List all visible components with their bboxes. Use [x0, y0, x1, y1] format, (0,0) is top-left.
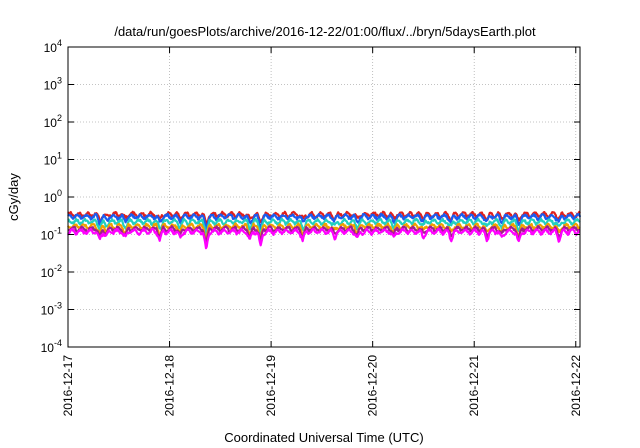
y-tick-label: 10-3	[41, 301, 62, 318]
y-tick-label: 100	[44, 188, 62, 205]
series-line	[67, 222, 581, 242]
x-tick-label: 2016-12-22	[569, 355, 583, 417]
y-axis: 10-4 10-3 10-2 10-1 100 101 102 103 104	[41, 38, 580, 355]
x-tick-label: 2016-12-17	[61, 355, 75, 417]
x-tick-label: 2016-12-18	[163, 355, 177, 417]
y-tick-label: 104	[44, 38, 62, 55]
x-tick-label: 2016-12-20	[366, 355, 380, 417]
series-layer	[66, 210, 582, 250]
x-axis-label: Coordinated Universal Time (UTC)	[224, 430, 423, 445]
x-tick-label: 2016-12-21	[467, 355, 481, 417]
series-line	[66, 227, 581, 250]
x-tick-label: 2016-12-19	[264, 355, 278, 417]
y-tick-label: 102	[44, 113, 62, 130]
x-axis: 2016-12-17 2016-12-18 2016-12-19 2016-12-20…	[61, 47, 583, 416]
y-tick-label: 10-1	[41, 226, 62, 243]
grid	[68, 47, 580, 347]
y-tick-label: 101	[44, 151, 62, 168]
series-line	[67, 212, 582, 230]
series-line	[67, 217, 581, 237]
y-tick-label: 103	[44, 76, 62, 93]
y-axis-label: cGy/day	[6, 173, 21, 221]
series-line	[67, 225, 581, 245]
chart-title: /data/run/goesPlots/archive/2016-12-22/0…	[114, 24, 536, 39]
y-tick-label: 10-2	[41, 263, 62, 280]
y-tick-label: 10-4	[41, 338, 62, 355]
